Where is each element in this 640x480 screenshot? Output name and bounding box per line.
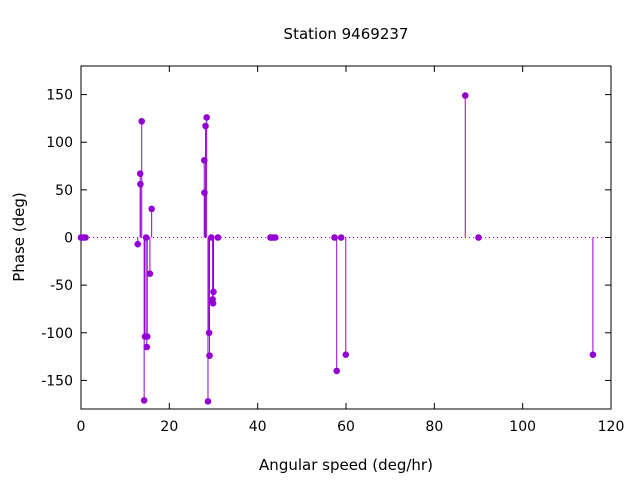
data-point [202,122,209,130]
y-tick-label: -50 [50,278,73,294]
data-point [475,234,482,241]
y-tick-label: 50 [55,183,73,199]
data-point [140,397,148,404]
data-point [331,234,338,241]
data-point [214,234,222,241]
x-tick-label: 20 [160,419,178,435]
plot-area: 0 20 40 60 80 100 120 -150 -100 -50 0 50 100 150 [41,65,625,435]
y-tick-label: -100 [41,326,73,342]
data-point [138,117,146,125]
y-axis-title: Phase (deg) [10,192,28,282]
x-tick-label: 40 [249,419,267,435]
data-point [205,329,213,337]
data-point [272,234,279,241]
x-tick-label: 80 [425,419,443,435]
data-point [204,398,212,405]
x-tick-label: 120 [598,419,625,435]
data-point [137,180,144,188]
data-point [143,333,151,340]
y-tick-label: 100 [46,135,73,151]
data-point [207,234,215,241]
data-point [342,351,350,358]
data-point [82,234,89,241]
x-tick-label: 0 [77,419,86,435]
data-point [148,205,155,213]
data-point [200,157,208,164]
x-axis-title: Angular speed (deg/hr) [259,456,433,474]
data-point [146,270,154,278]
data-point [206,352,213,359]
data-point [589,351,597,358]
data-point [142,234,150,241]
data-point [134,240,142,248]
x-tick-label: 100 [509,419,536,435]
data-point [201,189,208,197]
data-point [461,92,469,99]
chart-title: Station 9469237 [284,25,409,43]
y-tick-label: 0 [64,231,73,247]
data-point [333,367,341,375]
y-tick-label: -150 [41,373,73,389]
x-tick-label: 60 [337,419,355,435]
data-point [210,288,217,296]
data-point [337,234,345,241]
y-tick-label: 150 [46,88,73,104]
data-point [203,114,210,121]
data-point [143,343,151,351]
data-point [209,299,217,307]
data-point [136,170,144,177]
